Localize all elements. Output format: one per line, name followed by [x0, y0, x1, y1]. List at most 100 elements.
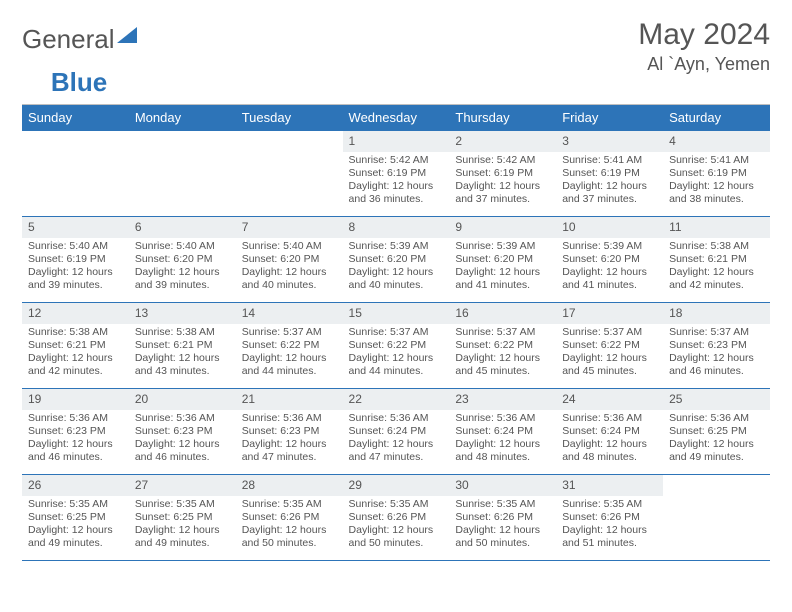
day-details: Sunrise: 5:38 AMSunset: 6:21 PMDaylight:… — [129, 324, 236, 383]
calendar-week: 19Sunrise: 5:36 AMSunset: 6:23 PMDayligh… — [22, 389, 770, 475]
calendar-cell: 15Sunrise: 5:37 AMSunset: 6:22 PMDayligh… — [343, 303, 450, 389]
calendar-week: 12Sunrise: 5:38 AMSunset: 6:21 PMDayligh… — [22, 303, 770, 389]
day-details: Sunrise: 5:35 AMSunset: 6:25 PMDaylight:… — [22, 496, 129, 555]
day-number: 1 — [343, 131, 450, 152]
day-details: Sunrise: 5:41 AMSunset: 6:19 PMDaylight:… — [663, 152, 770, 211]
logo-triangle-icon — [117, 27, 137, 43]
calendar-cell: 31Sunrise: 5:35 AMSunset: 6:26 PMDayligh… — [556, 475, 663, 561]
day-details: Sunrise: 5:40 AMSunset: 6:20 PMDaylight:… — [129, 238, 236, 297]
title-block: May 2024 Al `Ayn, Yemen — [638, 18, 770, 75]
calendar-cell: 14Sunrise: 5:37 AMSunset: 6:22 PMDayligh… — [236, 303, 343, 389]
day-details: Sunrise: 5:37 AMSunset: 6:22 PMDaylight:… — [556, 324, 663, 383]
calendar-cell: 28Sunrise: 5:35 AMSunset: 6:26 PMDayligh… — [236, 475, 343, 561]
day-number: 9 — [449, 217, 556, 238]
day-details: Sunrise: 5:35 AMSunset: 6:26 PMDaylight:… — [343, 496, 450, 555]
calendar-cell: 12Sunrise: 5:38 AMSunset: 6:21 PMDayligh… — [22, 303, 129, 389]
calendar-cell: 16Sunrise: 5:37 AMSunset: 6:22 PMDayligh… — [449, 303, 556, 389]
day-number: 11 — [663, 217, 770, 238]
calendar-header: SundayMondayTuesdayWednesdayThursdayFrid… — [22, 105, 770, 131]
day-details: Sunrise: 5:35 AMSunset: 6:26 PMDaylight:… — [556, 496, 663, 555]
calendar-cell: 11Sunrise: 5:38 AMSunset: 6:21 PMDayligh… — [663, 217, 770, 303]
day-number: 26 — [22, 475, 129, 496]
day-details: Sunrise: 5:39 AMSunset: 6:20 PMDaylight:… — [556, 238, 663, 297]
calendar-cell: 3Sunrise: 5:41 AMSunset: 6:19 PMDaylight… — [556, 131, 663, 217]
day-details: Sunrise: 5:40 AMSunset: 6:20 PMDaylight:… — [236, 238, 343, 297]
day-number: 31 — [556, 475, 663, 496]
day-details: Sunrise: 5:36 AMSunset: 6:24 PMDaylight:… — [556, 410, 663, 469]
day-number: 17 — [556, 303, 663, 324]
day-details: Sunrise: 5:36 AMSunset: 6:23 PMDaylight:… — [236, 410, 343, 469]
calendar-cell: 30Sunrise: 5:35 AMSunset: 6:26 PMDayligh… — [449, 475, 556, 561]
day-number: 24 — [556, 389, 663, 410]
day-details: Sunrise: 5:42 AMSunset: 6:19 PMDaylight:… — [449, 152, 556, 211]
calendar-cell — [663, 475, 770, 561]
calendar-week: 5Sunrise: 5:40 AMSunset: 6:19 PMDaylight… — [22, 217, 770, 303]
day-number: 19 — [22, 389, 129, 410]
day-details: Sunrise: 5:37 AMSunset: 6:22 PMDaylight:… — [449, 324, 556, 383]
day-details: Sunrise: 5:36 AMSunset: 6:23 PMDaylight:… — [129, 410, 236, 469]
day-number: 29 — [343, 475, 450, 496]
day-details: Sunrise: 5:35 AMSunset: 6:26 PMDaylight:… — [236, 496, 343, 555]
day-number: 14 — [236, 303, 343, 324]
day-number: 2 — [449, 131, 556, 152]
calendar-cell: 26Sunrise: 5:35 AMSunset: 6:25 PMDayligh… — [22, 475, 129, 561]
logo-text-2: Blue — [51, 67, 107, 98]
day-details: Sunrise: 5:36 AMSunset: 6:24 PMDaylight:… — [343, 410, 450, 469]
day-number: 20 — [129, 389, 236, 410]
day-details: Sunrise: 5:36 AMSunset: 6:23 PMDaylight:… — [22, 410, 129, 469]
weekday-header: Wednesday — [343, 105, 450, 131]
calendar-cell — [236, 131, 343, 217]
day-details: Sunrise: 5:37 AMSunset: 6:23 PMDaylight:… — [663, 324, 770, 383]
calendar-table: SundayMondayTuesdayWednesdayThursdayFrid… — [22, 105, 770, 561]
day-number: 4 — [663, 131, 770, 152]
day-details: Sunrise: 5:38 AMSunset: 6:21 PMDaylight:… — [22, 324, 129, 383]
calendar-cell: 17Sunrise: 5:37 AMSunset: 6:22 PMDayligh… — [556, 303, 663, 389]
calendar-week: 26Sunrise: 5:35 AMSunset: 6:25 PMDayligh… — [22, 475, 770, 561]
calendar-cell: 6Sunrise: 5:40 AMSunset: 6:20 PMDaylight… — [129, 217, 236, 303]
calendar-cell: 29Sunrise: 5:35 AMSunset: 6:26 PMDayligh… — [343, 475, 450, 561]
day-details: Sunrise: 5:39 AMSunset: 6:20 PMDaylight:… — [449, 238, 556, 297]
calendar-cell: 18Sunrise: 5:37 AMSunset: 6:23 PMDayligh… — [663, 303, 770, 389]
day-number: 6 — [129, 217, 236, 238]
calendar-cell: 7Sunrise: 5:40 AMSunset: 6:20 PMDaylight… — [236, 217, 343, 303]
calendar-cell: 24Sunrise: 5:36 AMSunset: 6:24 PMDayligh… — [556, 389, 663, 475]
calendar-cell: 2Sunrise: 5:42 AMSunset: 6:19 PMDaylight… — [449, 131, 556, 217]
day-number: 25 — [663, 389, 770, 410]
calendar-cell: 13Sunrise: 5:38 AMSunset: 6:21 PMDayligh… — [129, 303, 236, 389]
day-number: 3 — [556, 131, 663, 152]
calendar-cell: 4Sunrise: 5:41 AMSunset: 6:19 PMDaylight… — [663, 131, 770, 217]
calendar-body: 1Sunrise: 5:42 AMSunset: 6:19 PMDaylight… — [22, 131, 770, 561]
month-title: May 2024 — [638, 18, 770, 52]
weekday-header: Saturday — [663, 105, 770, 131]
day-number: 15 — [343, 303, 450, 324]
day-number: 12 — [22, 303, 129, 324]
day-details: Sunrise: 5:41 AMSunset: 6:19 PMDaylight:… — [556, 152, 663, 211]
calendar-cell — [22, 131, 129, 217]
day-number: 13 — [129, 303, 236, 324]
calendar-cell: 9Sunrise: 5:39 AMSunset: 6:20 PMDaylight… — [449, 217, 556, 303]
calendar-cell: 21Sunrise: 5:36 AMSunset: 6:23 PMDayligh… — [236, 389, 343, 475]
day-number: 18 — [663, 303, 770, 324]
weekday-header: Tuesday — [236, 105, 343, 131]
calendar-cell: 10Sunrise: 5:39 AMSunset: 6:20 PMDayligh… — [556, 217, 663, 303]
calendar-cell — [129, 131, 236, 217]
weekday-header: Friday — [556, 105, 663, 131]
day-details: Sunrise: 5:37 AMSunset: 6:22 PMDaylight:… — [343, 324, 450, 383]
day-details: Sunrise: 5:37 AMSunset: 6:22 PMDaylight:… — [236, 324, 343, 383]
day-details: Sunrise: 5:38 AMSunset: 6:21 PMDaylight:… — [663, 238, 770, 297]
calendar-cell: 27Sunrise: 5:35 AMSunset: 6:25 PMDayligh… — [129, 475, 236, 561]
day-number: 21 — [236, 389, 343, 410]
calendar-cell: 25Sunrise: 5:36 AMSunset: 6:25 PMDayligh… — [663, 389, 770, 475]
location: Al `Ayn, Yemen — [638, 54, 770, 75]
day-details: Sunrise: 5:35 AMSunset: 6:25 PMDaylight:… — [129, 496, 236, 555]
calendar-cell: 5Sunrise: 5:40 AMSunset: 6:19 PMDaylight… — [22, 217, 129, 303]
day-number: 16 — [449, 303, 556, 324]
day-number: 7 — [236, 217, 343, 238]
day-number: 10 — [556, 217, 663, 238]
day-number: 5 — [22, 217, 129, 238]
logo-text-1: General — [22, 24, 115, 55]
calendar-cell: 8Sunrise: 5:39 AMSunset: 6:20 PMDaylight… — [343, 217, 450, 303]
day-details: Sunrise: 5:39 AMSunset: 6:20 PMDaylight:… — [343, 238, 450, 297]
day-details: Sunrise: 5:36 AMSunset: 6:24 PMDaylight:… — [449, 410, 556, 469]
day-details: Sunrise: 5:36 AMSunset: 6:25 PMDaylight:… — [663, 410, 770, 469]
